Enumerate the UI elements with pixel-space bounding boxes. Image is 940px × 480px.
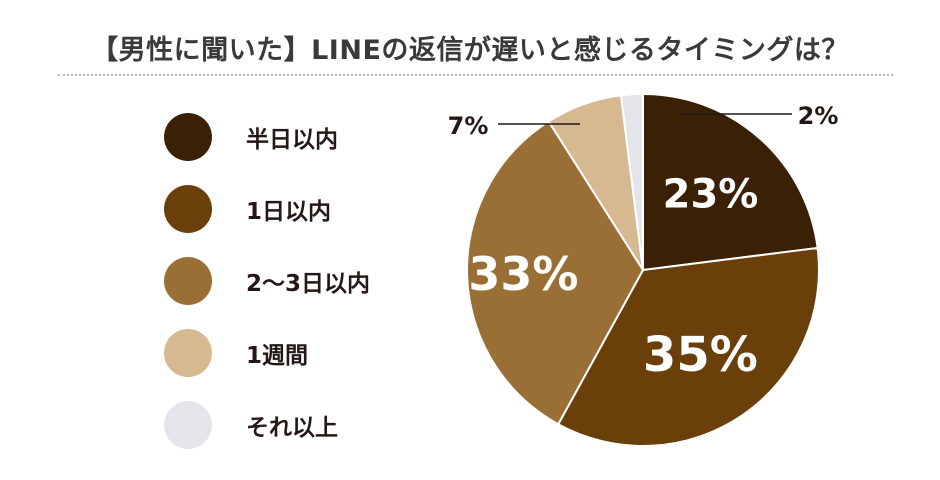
- pie-slice: [619, 92, 644, 271]
- legend-label: 1週間: [246, 343, 309, 369]
- pie-slice: [642, 92, 819, 272]
- slice-label: 35%: [643, 327, 758, 383]
- title-divider: [58, 74, 893, 76]
- legend-item: 1週間: [164, 328, 434, 378]
- legend-label: 半日以内: [246, 127, 338, 153]
- legend-swatch: [164, 329, 212, 377]
- pie-slice: [556, 246, 820, 447]
- legend-item: それ以上: [164, 400, 434, 450]
- chart-title: 【男性に聞いた】LINEの返信が遅いと感じるタイミングは？: [91, 35, 849, 66]
- slice-label: 23%: [663, 171, 759, 217]
- pie-slice: [466, 120, 645, 426]
- legend-label: 2〜3日以内: [246, 271, 371, 297]
- slice-label: 33%: [468, 247, 578, 301]
- legend-swatch: [164, 185, 212, 233]
- legend-swatch: [164, 113, 212, 161]
- legend-item: 1日以内: [164, 184, 434, 234]
- legend-item: 半日以内: [164, 112, 434, 162]
- legend-swatch: [164, 257, 212, 305]
- slice-label: 2%: [798, 102, 839, 130]
- legend-label: 1日以内: [246, 199, 332, 225]
- slice-label: 7%: [448, 112, 489, 140]
- legend-swatch: [164, 401, 212, 449]
- legend-item: 2〜3日以内: [164, 256, 434, 306]
- legend-label: それ以上: [246, 415, 338, 441]
